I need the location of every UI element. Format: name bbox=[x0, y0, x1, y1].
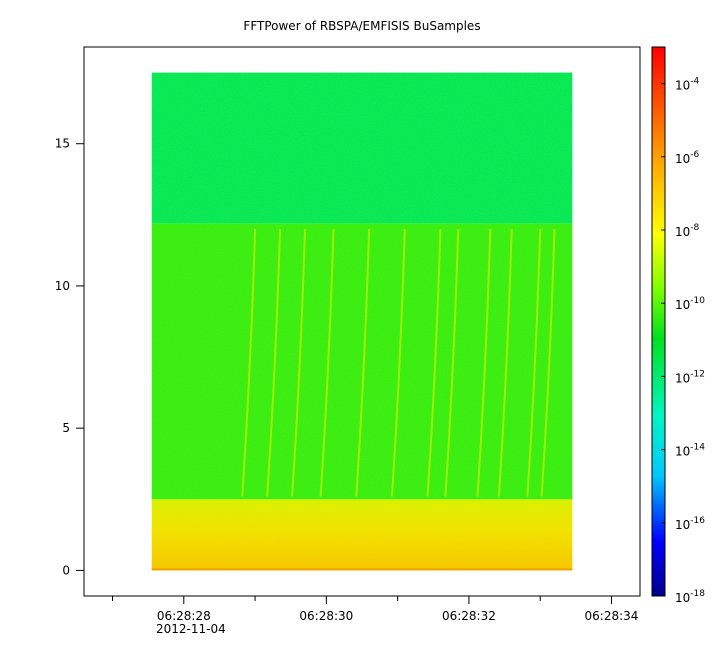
colorbar-tick-label: 10-10 bbox=[675, 296, 705, 312]
chart-title: FFTPower of RBSPA/EMFISIS BuSamples bbox=[243, 19, 480, 33]
colorbar-tick-label: 10-4 bbox=[675, 77, 700, 93]
colorbar-axis: 10-18 10-16 10-14 10-12 10-10 10-8 10-6 10-4 bbox=[661, 77, 705, 605]
x-tick-label: 06:28:32 bbox=[442, 609, 496, 623]
spectrogram-image bbox=[151, 72, 573, 571]
chirp-streak bbox=[426, 229, 442, 497]
chirp-streak bbox=[291, 229, 306, 497]
floor-line bbox=[151, 568, 573, 571]
chirp-streak bbox=[241, 229, 257, 497]
chirp-streak bbox=[355, 229, 371, 497]
chirp-streak bbox=[266, 229, 282, 497]
chirp-streak bbox=[390, 229, 406, 497]
x-date-label: 2012-11-04 bbox=[156, 622, 226, 636]
colorbar-tick-label: 10-18 bbox=[675, 589, 705, 605]
x-tick-label: 06:28:34 bbox=[585, 609, 639, 623]
colorbar-tick-label: 10-16 bbox=[675, 516, 705, 532]
x-tick-label: 06:28:30 bbox=[299, 609, 353, 623]
colorbar-tick-label: 10-8 bbox=[675, 223, 700, 239]
y-axis: 0 5 10 15 bbox=[55, 137, 84, 577]
chirp-streak bbox=[526, 229, 542, 497]
chirp-streak bbox=[540, 229, 556, 497]
chirp-streak bbox=[497, 229, 513, 497]
chirp-streak bbox=[319, 229, 335, 497]
x-tick-label: 06:28:28 bbox=[157, 609, 211, 623]
colorbar-tick-label: 10-12 bbox=[675, 369, 705, 385]
y-tick-label: 10 bbox=[55, 279, 70, 293]
colorbar-tick-label: 10-14 bbox=[675, 443, 705, 459]
colorbar bbox=[651, 46, 666, 597]
spectrogram-noise bbox=[151, 72, 573, 571]
colorbar-tick-label: 10-6 bbox=[675, 150, 700, 166]
y-tick-label: 5 bbox=[62, 421, 70, 435]
y-tick-label: 15 bbox=[55, 137, 70, 151]
chirp-streak bbox=[444, 229, 460, 497]
chirp-streak bbox=[476, 229, 492, 497]
y-tick-label: 0 bbox=[62, 563, 70, 577]
x-axis: 06:28:28 06:28:30 06:28:32 06:28:34 bbox=[112, 596, 639, 623]
